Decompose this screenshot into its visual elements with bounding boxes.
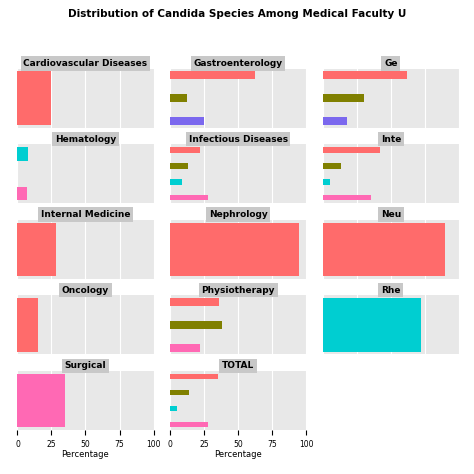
- Bar: [323, 163, 341, 169]
- Bar: [323, 298, 421, 352]
- Bar: [323, 72, 407, 79]
- Bar: [170, 147, 200, 153]
- Bar: [323, 94, 364, 102]
- Title: Nephrology: Nephrology: [209, 210, 268, 219]
- Title: Oncology: Oncology: [62, 286, 109, 295]
- Title: Surgical: Surgical: [64, 361, 106, 370]
- Title: TOTAL: TOTAL: [222, 361, 255, 370]
- Bar: [170, 179, 182, 184]
- Bar: [18, 72, 52, 125]
- Bar: [170, 344, 200, 352]
- Bar: [170, 298, 219, 306]
- Bar: [170, 406, 177, 411]
- Text: Distribution of Candida Species Among Medical Faculty U: Distribution of Candida Species Among Me…: [68, 9, 406, 19]
- Title: Physiotherapy: Physiotherapy: [201, 286, 275, 295]
- Bar: [323, 117, 347, 125]
- Bar: [18, 187, 27, 201]
- Title: Inte: Inte: [381, 135, 401, 144]
- Title: Gastroenterology: Gastroenterology: [194, 59, 283, 68]
- Bar: [170, 195, 208, 201]
- Bar: [170, 422, 208, 427]
- X-axis label: Percentage: Percentage: [214, 450, 262, 459]
- Bar: [170, 321, 222, 329]
- Bar: [18, 223, 55, 276]
- Title: Cardiovascular Diseases: Cardiovascular Diseases: [23, 59, 147, 68]
- Bar: [18, 374, 65, 427]
- Bar: [18, 298, 38, 352]
- Title: Hematology: Hematology: [55, 135, 116, 144]
- Bar: [170, 163, 188, 169]
- Title: Ge: Ge: [384, 59, 398, 68]
- X-axis label: Percentage: Percentage: [62, 450, 109, 459]
- Bar: [18, 147, 28, 161]
- Bar: [170, 390, 189, 395]
- Title: Neu: Neu: [381, 210, 401, 219]
- Bar: [170, 117, 204, 125]
- Bar: [170, 374, 218, 379]
- Title: Internal Medicine: Internal Medicine: [41, 210, 130, 219]
- Bar: [323, 195, 371, 201]
- Bar: [323, 179, 330, 184]
- Bar: [323, 147, 380, 153]
- Title: Infectious Diseases: Infectious Diseases: [189, 135, 288, 144]
- Title: Rhe: Rhe: [381, 286, 401, 295]
- Bar: [170, 94, 186, 102]
- Bar: [170, 72, 255, 79]
